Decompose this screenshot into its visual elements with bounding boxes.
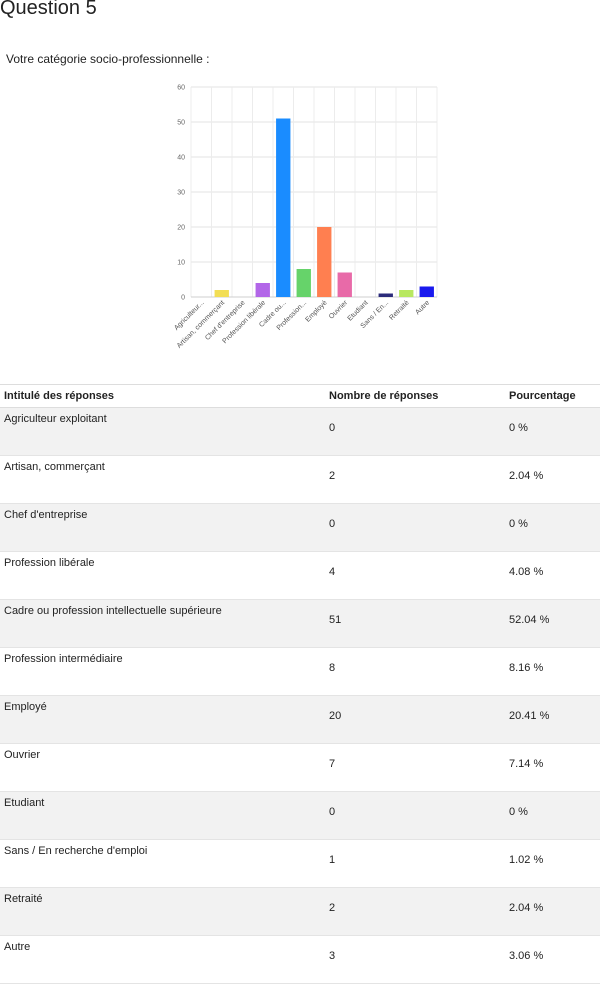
bar bbox=[297, 269, 311, 297]
page-title: Question 5 bbox=[0, 0, 97, 20]
bar bbox=[379, 294, 393, 298]
row-percent: 52.04 % bbox=[505, 600, 600, 648]
question-label: Votre catégorie socio-professionnelle : bbox=[6, 52, 209, 66]
table-header-row: Intitulé des réponses Nombre de réponses… bbox=[0, 385, 600, 408]
results-table: Intitulé des réponses Nombre de réponses… bbox=[0, 384, 600, 984]
table-row: Artisan, commerçant 2 2.04 % bbox=[0, 456, 600, 504]
bar-chart: 0 10 20 30 40 50 60 Agriculteur... Artisan, comm… bbox=[0, 78, 600, 378]
bar bbox=[256, 283, 270, 297]
row-percent: 7.14 % bbox=[505, 744, 600, 792]
row-count: 3 bbox=[325, 936, 505, 984]
header-label: Intitulé des réponses bbox=[0, 385, 325, 408]
row-count: 7 bbox=[325, 744, 505, 792]
bar bbox=[420, 287, 434, 298]
row-percent: 0 % bbox=[505, 504, 600, 552]
table-row: Chef d'entreprise 0 0 % bbox=[0, 504, 600, 552]
row-label: Chef d'entreprise bbox=[0, 504, 325, 552]
row-label: Etudiant bbox=[0, 792, 325, 840]
y-tick-label: 20 bbox=[177, 225, 185, 232]
row-percent: 4.08 % bbox=[505, 552, 600, 600]
bar bbox=[338, 273, 352, 298]
row-label: Sans / En recherche d'emploi bbox=[0, 840, 325, 888]
y-tick-label: 10 bbox=[177, 260, 185, 267]
row-count: 4 bbox=[325, 552, 505, 600]
table-row: Employé 20 20.41 % bbox=[0, 696, 600, 744]
row-count: 8 bbox=[325, 648, 505, 696]
row-percent: 0 % bbox=[505, 408, 600, 456]
row-count: 1 bbox=[325, 840, 505, 888]
bar bbox=[215, 290, 229, 297]
row-count: 0 bbox=[325, 504, 505, 552]
bar bbox=[317, 227, 331, 297]
row-label: Cadre ou profession intellectuelle supér… bbox=[0, 600, 325, 648]
table-row: Ouvrier 7 7.14 % bbox=[0, 744, 600, 792]
row-percent: 1.02 % bbox=[505, 840, 600, 888]
row-percent: 8.16 % bbox=[505, 648, 600, 696]
row-label: Ouvrier bbox=[0, 744, 325, 792]
row-label: Agriculteur exploitant bbox=[0, 408, 325, 456]
row-label: Artisan, commerçant bbox=[0, 456, 325, 504]
row-label: Autre bbox=[0, 936, 325, 984]
y-tick-label: 0 bbox=[181, 295, 185, 302]
row-percent: 0 % bbox=[505, 792, 600, 840]
table-row: Profession libérale 4 4.08 % bbox=[0, 552, 600, 600]
x-category-label: Employé bbox=[304, 299, 328, 323]
table-row: Profession intermédiaire 8 8.16 % bbox=[0, 648, 600, 696]
row-count: 20 bbox=[325, 696, 505, 744]
row-count: 2 bbox=[325, 888, 505, 936]
y-tick-label: 60 bbox=[177, 85, 185, 92]
row-percent: 3.06 % bbox=[505, 936, 600, 984]
table-row: Sans / En recherche d'emploi 1 1.02 % bbox=[0, 840, 600, 888]
row-count: 0 bbox=[325, 792, 505, 840]
row-count: 0 bbox=[325, 408, 505, 456]
table-row: Retraité 2 2.04 % bbox=[0, 888, 600, 936]
x-category-label: Autre bbox=[414, 299, 431, 316]
row-percent: 2.04 % bbox=[505, 888, 600, 936]
header-count: Nombre de réponses bbox=[325, 385, 505, 408]
table-row: Cadre ou profession intellectuelle supér… bbox=[0, 600, 600, 648]
y-tick-label: 40 bbox=[177, 155, 185, 162]
y-tick-label: 50 bbox=[177, 120, 185, 127]
bar bbox=[399, 290, 413, 297]
row-label: Profession intermédiaire bbox=[0, 648, 325, 696]
row-count: 51 bbox=[325, 600, 505, 648]
table-row: Autre 3 3.06 % bbox=[0, 936, 600, 984]
row-percent: 2.04 % bbox=[505, 456, 600, 504]
row-count: 2 bbox=[325, 456, 505, 504]
row-percent: 20.41 % bbox=[505, 696, 600, 744]
y-tick-label: 30 bbox=[177, 190, 185, 197]
table-row: Agriculteur exploitant 0 0 % bbox=[0, 408, 600, 456]
bar bbox=[276, 119, 290, 298]
row-label: Profession libérale bbox=[0, 552, 325, 600]
row-label: Retraité bbox=[0, 888, 325, 936]
x-category-label: Retraité bbox=[388, 299, 410, 321]
row-label: Employé bbox=[0, 696, 325, 744]
table-row: Etudiant 0 0 % bbox=[0, 792, 600, 840]
header-percent: Pourcentage bbox=[505, 385, 600, 408]
